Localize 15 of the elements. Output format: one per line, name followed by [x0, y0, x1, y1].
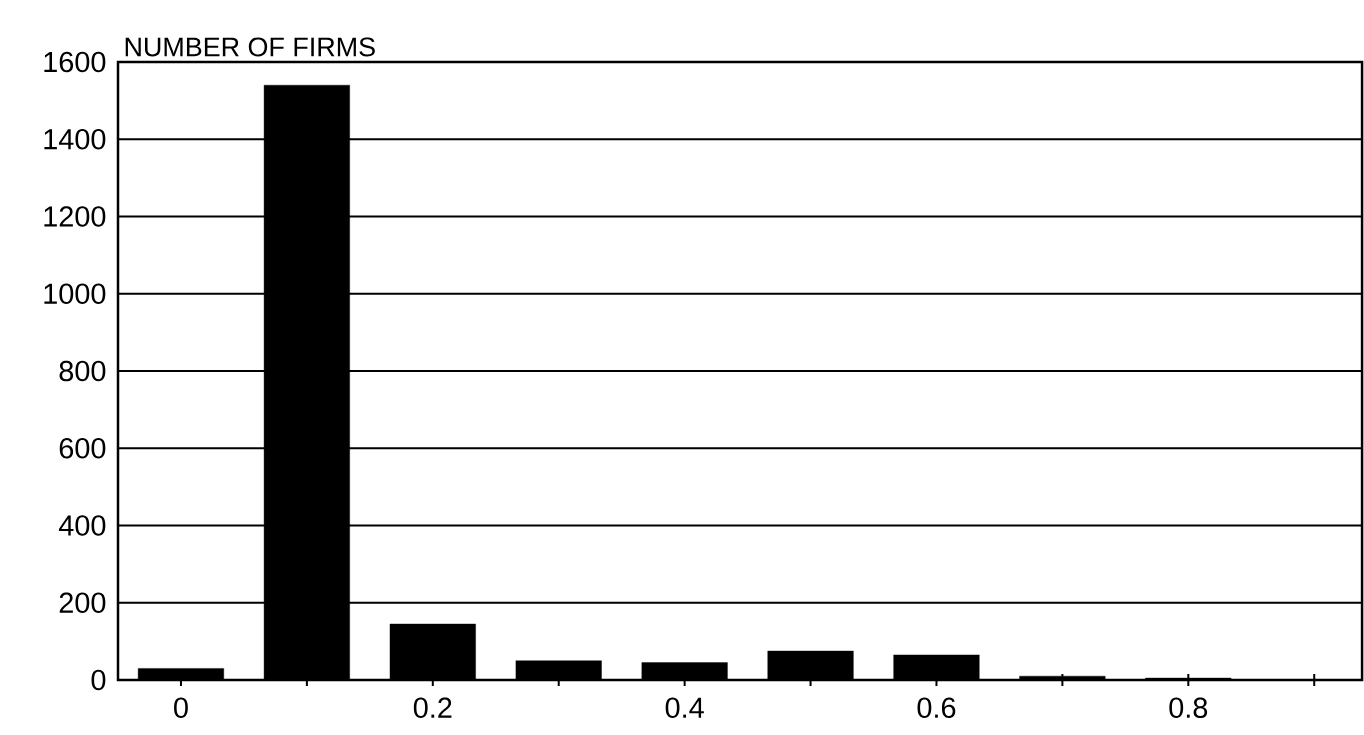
- y-tick-label: 1400: [44, 129, 106, 150]
- y-tick-label: 0: [91, 669, 106, 691]
- y-axis-title: NUMBER OF FIRMS: [125, 37, 375, 57]
- x-tick-label: 0.8: [1169, 697, 1208, 718]
- x-tick-label: 0.6: [917, 697, 956, 718]
- y-tick-label: 800: [59, 360, 106, 382]
- y-tick-label: 200: [59, 592, 106, 613]
- x-tick-label: 0: [174, 697, 188, 718]
- x-tick-label: 0.2: [413, 697, 452, 718]
- y-tick-label: 1600: [44, 51, 106, 73]
- y-tick-label: 1000: [44, 283, 106, 304]
- x-tick-label: 0.4: [665, 697, 704, 718]
- y-tick-label: 400: [58, 515, 106, 536]
- y-tick-label: 1200: [44, 206, 106, 227]
- y-tick-label: 600: [59, 438, 106, 459]
